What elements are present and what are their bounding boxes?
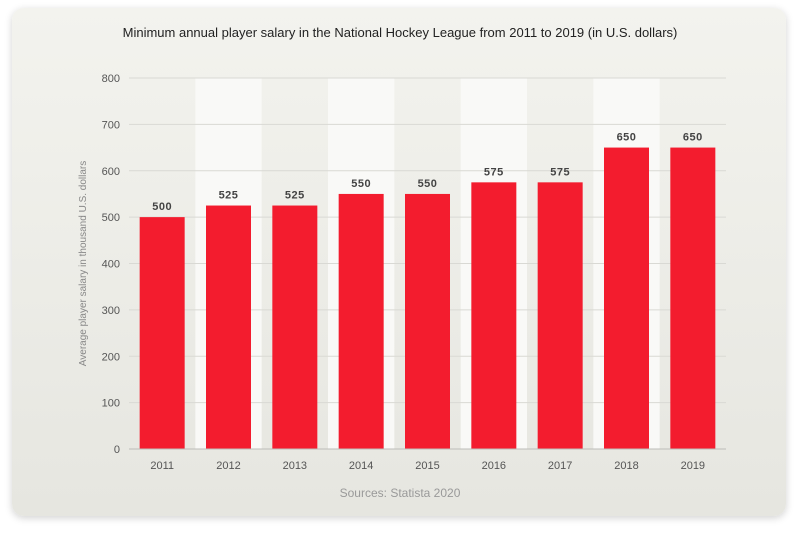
x-tick-label: 2013 bbox=[283, 460, 307, 472]
value-labels: 500 525 525 550 550 575 575 650 650 bbox=[152, 132, 703, 214]
bar bbox=[139, 217, 185, 449]
x-tick-label: 2019 bbox=[681, 460, 705, 472]
chart-title: Minimum annual player salary in the Nati… bbox=[122, 25, 678, 40]
source-note: Sources: Statista 2020 bbox=[339, 486, 461, 500]
bar bbox=[338, 193, 384, 449]
x-tick-label: 2017 bbox=[548, 460, 572, 472]
bar-value-label: 550 bbox=[351, 178, 371, 190]
x-tick-label: 2014 bbox=[349, 460, 373, 472]
x-tick-label: 2018 bbox=[614, 460, 638, 472]
bar-value-label: 525 bbox=[285, 190, 305, 202]
x-tick-label: 2012 bbox=[216, 460, 240, 472]
y-tick-label: 400 bbox=[102, 259, 120, 271]
y-tick-label: 300 bbox=[102, 305, 120, 317]
bar bbox=[670, 147, 716, 449]
bar-value-label: 525 bbox=[219, 190, 239, 202]
x-tick-label: 2011 bbox=[150, 460, 174, 472]
y-tick-label: 100 bbox=[102, 398, 120, 410]
y-tick-label: 500 bbox=[102, 212, 120, 224]
y-tick-label: 0 bbox=[114, 444, 120, 456]
bar-value-label: 650 bbox=[617, 132, 637, 144]
bar bbox=[405, 193, 450, 449]
bar bbox=[206, 205, 251, 449]
bar-value-label: 575 bbox=[484, 166, 504, 178]
bar-value-label: 500 bbox=[152, 201, 172, 213]
x-tick-label: 2015 bbox=[415, 460, 439, 472]
bar bbox=[471, 182, 517, 449]
bar-value-label: 650 bbox=[683, 132, 703, 144]
bar-value-label: 575 bbox=[550, 166, 570, 178]
bar bbox=[537, 182, 583, 449]
bar bbox=[604, 147, 649, 449]
x-tick-label: 2016 bbox=[482, 460, 506, 472]
x-axis-ticks: 2011 2012 2013 2014 2015 2016 2017 2018 2019 bbox=[150, 460, 705, 472]
y-axis-title: Average player salary in thousand U.S. d… bbox=[78, 161, 89, 366]
bars bbox=[139, 147, 716, 449]
y-tick-label: 200 bbox=[102, 351, 120, 363]
bar-value-label: 550 bbox=[418, 178, 438, 190]
y-axis-ticks: 0 100 200 300 400 500 600 700 800 bbox=[102, 73, 120, 456]
y-tick-label: 700 bbox=[102, 119, 120, 131]
bar bbox=[272, 205, 318, 449]
y-tick-label: 800 bbox=[102, 73, 120, 85]
y-tick-label: 600 bbox=[102, 166, 120, 178]
